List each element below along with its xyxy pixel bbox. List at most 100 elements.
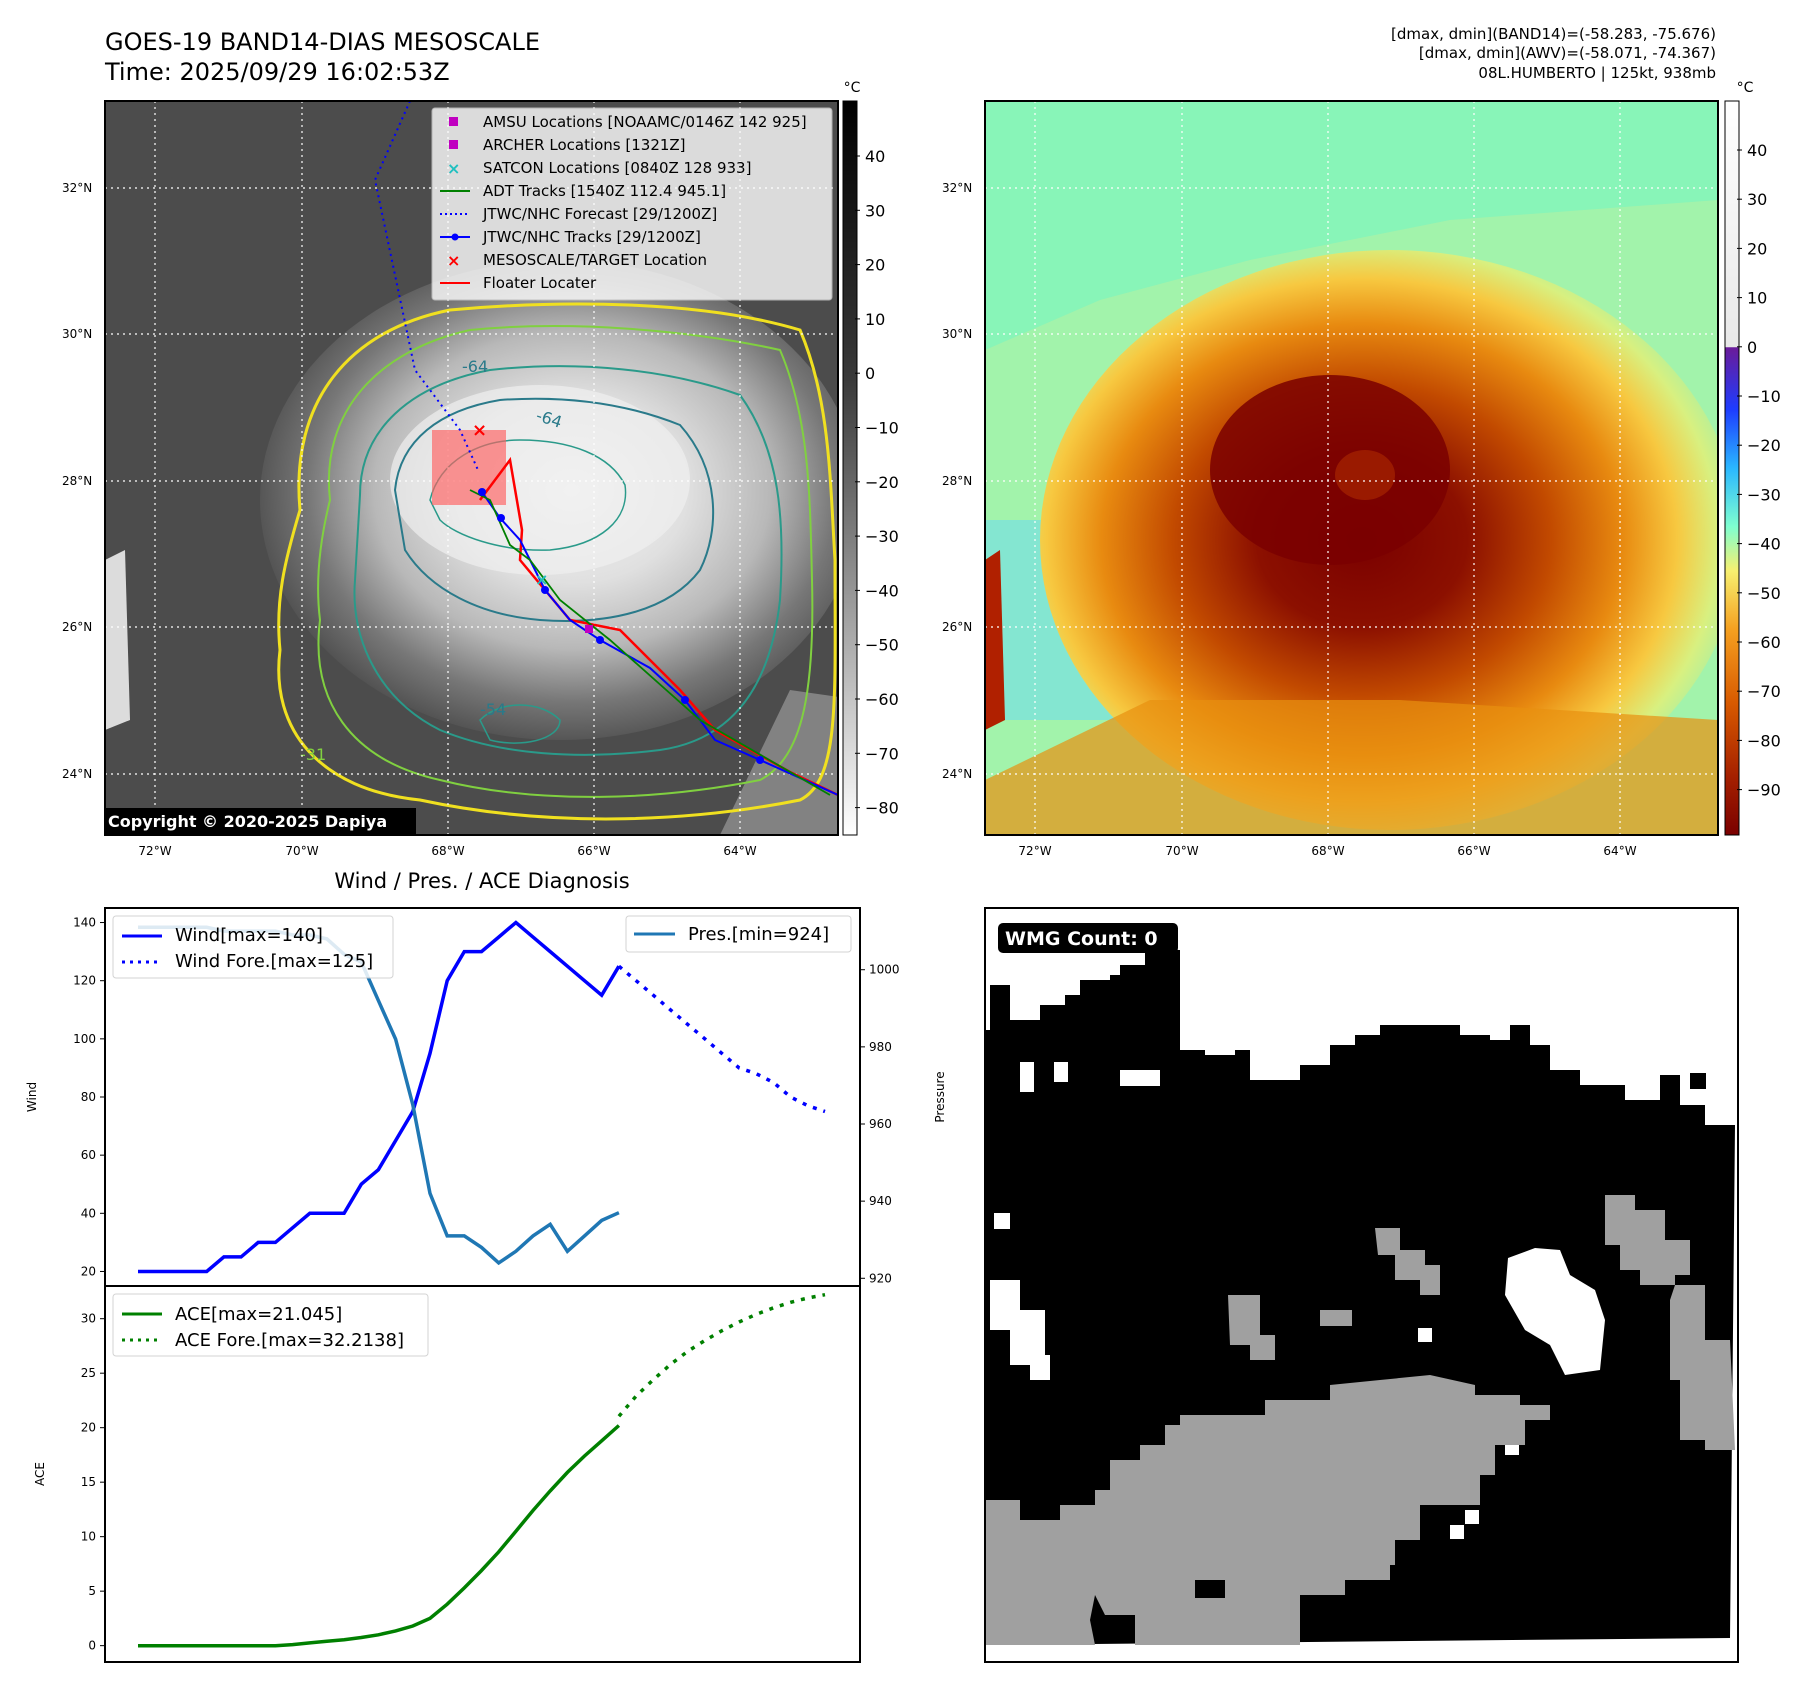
colorbar-tick: −30 [865,527,899,546]
ace-chart: ACE 30 25 20 15 10 5 0 ACE[max=21.045] ACE For… [33,1285,861,1663]
svg-text:68°W: 68°W [431,844,464,858]
wind-series-0 [138,920,621,1274]
colorbar-tick: 40 [1747,141,1767,160]
colorbar-tick: 0 [865,364,875,383]
legend-ace-label: ACE[max=21.045] [175,1304,342,1325]
colorbar-tick: 20 [1747,239,1767,258]
legend-item-4: JTWC/NHC Forecast [29/1200Z] [440,205,717,223]
svg-text:28°N: 28°N [942,474,972,488]
svg-text:70°W: 70°W [285,844,318,858]
gray-map-lon-ticks: 72°W 70°W 68°W 66°W 64°W [138,844,756,858]
pressure-tick-label: 940 [869,1194,892,1208]
svg-text:30°N: 30°N [62,327,92,341]
pressure-tick-label: 960 [869,1117,892,1131]
colorbar-tick: −50 [865,636,899,655]
axis-tick-label: 40 [81,1206,96,1220]
pressure-tick-label: 980 [869,1040,892,1054]
legend-item-label: JTWC/NHC Forecast [29/1200Z] [482,205,717,223]
axis-tick-label: 30 [81,1312,96,1326]
axis-tick-label: 15 [81,1475,96,1489]
colorbar-tick: −40 [865,581,899,600]
axis-tick-label: 140 [73,916,96,930]
legend-wind-label: Wind[max=140] [175,925,323,946]
axis-tick-label: 25 [81,1366,96,1380]
legend-item-label: AMSU Locations [NOAAMC/0146Z 142 925] [483,113,807,131]
colorbar-tick: −60 [1747,633,1781,652]
colorbar-tick: 10 [1747,289,1767,308]
svg-text:×: × [447,159,460,178]
svg-text:68°W: 68°W [1311,844,1344,858]
colorbar-tick: 30 [1747,190,1767,209]
colorbar-tick: 10 [865,310,885,329]
color-colorbar: °C 40 30 20 10 0 −10 −20 −30 −40 −50 −60 −70 −80 −90 [1724,80,1781,836]
svg-text:26°N: 26°N [942,620,972,634]
colorbar-tick: −90 [1747,781,1781,800]
legend-item-label: ARCHER Locations [1321Z] [483,136,686,154]
copyright-text: Copyright © 2020-2025 Dapiya [108,812,387,831]
legend-wind-fore-label: Wind Fore.[max=125] [175,951,373,972]
colorbar-tick: 40 [865,147,885,166]
gray-map-lat-ticks: 32°N 30°N 28°N 26°N 24°N [62,181,92,781]
pressure-tick-label: 920 [869,1271,892,1285]
pressure-ylabel: Pressure [933,1071,947,1122]
contour-label-1: -64 [462,357,488,376]
color-ir-map: 32°N 30°N 28°N 26°N 24°N 72°W 70°W 68°W … [942,100,1719,858]
svg-text:64°W: 64°W [1603,844,1636,858]
copyright-badge [104,808,416,834]
legend-item-label: MESOSCALE/TARGET Location [483,251,707,269]
wmg-count-text: WMG Count: 0 [1005,928,1158,950]
svg-text:72°W: 72°W [1018,844,1051,858]
axis-tick-label: 120 [73,974,96,988]
axis-tick-label: 60 [81,1148,96,1162]
wind-ylabel: Wind [25,1082,39,1112]
legend-item-0: AMSU Locations [NOAAMC/0146Z 142 925] [449,113,807,131]
legend-ace-fore-label: ACE Fore.[max=32.2138] [175,1330,404,1351]
legend-item-6: × MESOSCALE/TARGET Location [447,251,707,270]
diagnosis-title: Wind / Pres. / ACE Diagnosis [334,869,629,893]
legend-item-5: JTWC/NHC Tracks [29/1200Z] [440,228,701,246]
contour-label-4: -31 [300,745,326,764]
svg-text:32°N: 32°N [942,181,972,195]
svg-text:×: × [535,570,548,589]
colorbar-tick: −20 [865,473,899,492]
adt-track-path [469,489,831,796]
axis-tick-label: 80 [81,1090,96,1104]
wmg-panel: WMG Count: 0 [984,907,1739,1663]
colorbar-tick: −40 [1747,535,1781,554]
legend-item-label: JTWC/NHC Tracks [29/1200Z] [482,228,701,246]
map-legend: AMSU Locations [NOAAMC/0146Z 142 925] ARC… [431,107,833,301]
figure-title: GOES-19 BAND14-DIAS MESOSCALE [105,28,540,56]
stats-line-3: 08L.HUMBERTO | 125kt, 938mb [1478,64,1716,82]
svg-text:64°W: 64°W [723,844,756,858]
legend-item-label: SATCON Locations [0840Z 128 933] [483,159,751,177]
legend-item-1: ARCHER Locations [1321Z] [449,136,686,154]
axis-tick-label: 20 [81,1421,96,1435]
colorbar-tick: −30 [1747,485,1781,504]
ace-legend: ACE[max=21.045] ACE Fore.[max=32.2138] [112,1293,429,1357]
colorbar-tick: 30 [865,201,885,220]
color-map-gridlines [985,101,1718,835]
svg-text:24°N: 24°N [942,767,972,781]
colorbar-tick: −70 [865,744,899,763]
gray-colorbar-unit: °C [844,80,861,96]
colorbar-tick: −70 [1747,682,1781,701]
colorbar-tick: 20 [865,256,885,275]
legend-item-2: × SATCON Locations [0840Z 128 933] [447,159,751,178]
axis-tick-label: 100 [73,1032,96,1046]
ace-ylabel: ACE [33,1462,47,1486]
wind-pressure-chart: Wind Pressure 140 120 100 80 60 40 20 1000 980 9… [25,907,947,1287]
svg-text:66°W: 66°W [1457,844,1490,858]
stats-line-1: [dmax, dmin](BAND14)=(-58.283, -75.676) [1391,25,1716,43]
svg-text:26°N: 26°N [62,620,92,634]
legend-item-3: ADT Tracks [1540Z 112.4 945.1] [440,182,726,200]
colorbar-tick: −80 [865,799,899,818]
svg-text:70°W: 70°W [1165,844,1198,858]
axis-tick-label: 0 [88,1639,96,1653]
svg-text:×: × [472,420,487,441]
wmg-count-badge [998,923,1178,953]
colorbar-tick: −50 [1747,584,1781,603]
color-colorbar-unit: °C [1737,80,1754,96]
wind-legend: Wind[max=140] Wind Fore.[max=125] [112,915,394,979]
wind-series-1 [617,964,826,1114]
